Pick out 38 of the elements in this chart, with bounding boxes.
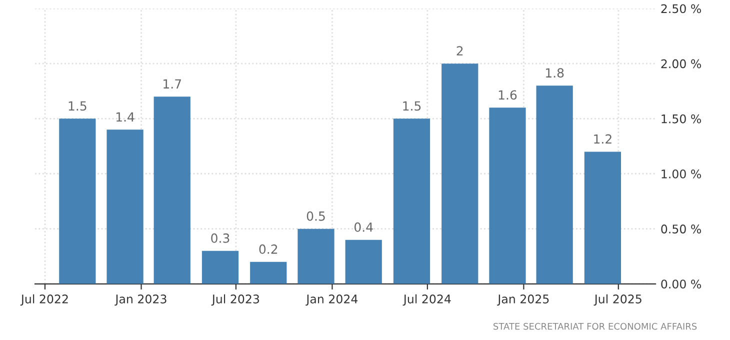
bar: [489, 108, 526, 284]
x-tick-label: Jan 2025: [497, 294, 549, 306]
bar: [442, 64, 478, 284]
bar: [202, 250, 239, 284]
data-label: 1.5: [403, 101, 421, 111]
data-label: 1.6: [498, 90, 517, 100]
data-label: 0.3: [211, 233, 230, 243]
data-label: 2: [456, 46, 463, 56]
data-label: 0.4: [354, 222, 373, 232]
y-tick-label: 1.50 %: [662, 114, 702, 124]
y-tick-label: 0.00 %: [661, 280, 702, 289]
bar: [584, 152, 622, 284]
bar: [59, 118, 96, 284]
bar: [106, 130, 144, 284]
bar: [345, 240, 382, 284]
text: STATE SECRETARIAT FOR ECONOMIC AFFAIRS: [494, 322, 697, 330]
data-label: 1.8: [546, 68, 564, 78]
x-tick-label: Jan 2024: [306, 294, 358, 306]
data-label: 1.7: [164, 79, 181, 88]
data-label: 1.4: [116, 112, 134, 122]
bar: [536, 86, 573, 284]
x-tick-label: Jul 2024: [402, 294, 451, 306]
bar: [250, 262, 287, 284]
data-label: 0.2: [259, 244, 278, 254]
x-tick-label: Jan 2023: [114, 294, 166, 306]
data-label: 0.5: [306, 211, 325, 221]
data-label: 1.5: [68, 101, 86, 111]
x-tick-label: Jul 2025: [594, 294, 642, 306]
bar: [393, 118, 430, 284]
data-label: 1.2: [594, 134, 612, 144]
y-tick-label: 2.50 %: [661, 4, 702, 14]
y-tick-label: 0.50 %: [661, 224, 702, 234]
y-tick-label: 1.00 %: [662, 169, 702, 178]
bar: [154, 96, 190, 284]
x-tick-label: Jul 2023: [211, 294, 260, 306]
y-tick-label: 2.00 %: [661, 59, 702, 68]
bar: [298, 228, 334, 284]
x-tick-label: Jul 2022: [20, 294, 68, 306]
